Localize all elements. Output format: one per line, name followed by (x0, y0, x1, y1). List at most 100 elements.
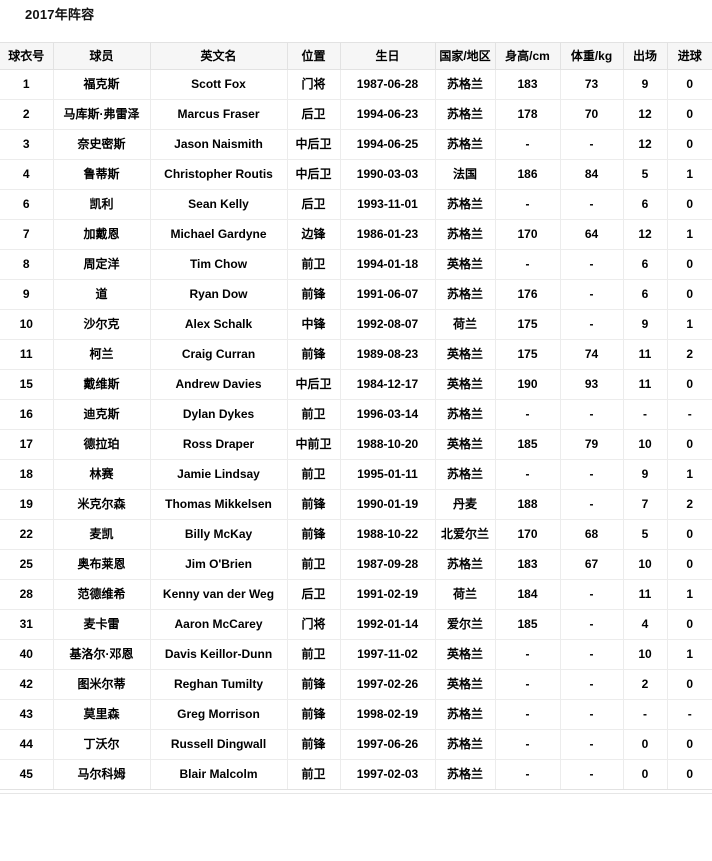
cell-birthday: 1992-08-07 (340, 309, 436, 340)
cell-apps: 10 (623, 639, 668, 670)
cell-apps: - (623, 699, 668, 730)
column-header-name-en: 英文名 (150, 42, 288, 70)
cell-birthday: 1987-06-28 (340, 69, 436, 100)
cell-country: 丹麦 (435, 489, 496, 520)
cell-country: 苏格兰 (435, 459, 496, 490)
cell-number: 7 (0, 219, 54, 250)
cell-goals: 0 (667, 519, 712, 550)
cell-name_cn: 范德维希 (53, 579, 151, 610)
cell-birthday: 1997-11-02 (340, 639, 436, 670)
cell-number: 44 (0, 729, 54, 760)
table-row: 4 鲁蒂斯 Christopher Routis 中后卫 1990-03-03 法国 186… (0, 159, 712, 190)
cell-position: 中锋 (287, 309, 341, 340)
cell-position: 后卫 (287, 579, 341, 610)
table-row: 10 沙尔克 Alex Schalk 中锋 1992-08-07 荷兰 175-9 1 (0, 309, 712, 340)
cell-position: 后卫 (287, 189, 341, 220)
cell-apps: 0 (623, 729, 668, 760)
cell-name_en: Kenny van der Weg (150, 579, 288, 610)
cell-country: 苏格兰 (435, 279, 496, 310)
cell-goals: 1 (667, 159, 712, 190)
table-row: 11 柯兰 Craig Curran 前锋 1989-08-23 英格兰 175 74 11 2 (0, 339, 712, 370)
cell-name_cn: 沙尔克 (53, 309, 151, 340)
column-header-weight: 体重/kg (560, 42, 624, 70)
cell-weight: - (560, 609, 624, 640)
cell-country: 英格兰 (435, 249, 496, 280)
cell-goals: 1 (667, 459, 712, 490)
roster-table-container: 球衣号 球员 英文名 位置 生日 国家/地区 身高/cm 体重/kg 出场 进球… (0, 42, 712, 790)
cell-name_en: Michael Gardyne (150, 219, 288, 250)
cell-position: 门将 (287, 69, 341, 100)
cell-birthday: 1994-06-23 (340, 99, 436, 130)
cell-weight: - (560, 759, 624, 790)
cell-name_en: Ross Draper (150, 429, 288, 460)
cell-country: 荷兰 (435, 579, 496, 610)
cell-name_cn: 福克斯 (53, 69, 151, 100)
cell-number: 22 (0, 519, 54, 550)
cell-apps: 9 (623, 309, 668, 340)
cell-height: - (495, 459, 561, 490)
cell-name_cn: 米克尔森 (53, 489, 151, 520)
cell-weight: - (560, 729, 624, 760)
cell-name_cn: 迪克斯 (53, 399, 151, 430)
bottom-divider (0, 793, 712, 794)
cell-weight: - (560, 309, 624, 340)
cell-birthday: 1990-03-03 (340, 159, 436, 190)
cell-height: 178 (495, 99, 561, 130)
cell-weight: - (560, 579, 624, 610)
cell-apps: 7 (623, 489, 668, 520)
cell-country: 苏格兰 (435, 549, 496, 580)
cell-name_cn: 柯兰 (53, 339, 151, 370)
table-row: 9 道 Ryan Dow 前锋 1991-06-07 苏格兰 176-6 0 (0, 279, 712, 310)
cell-name_en: Davis Keillor-Dunn (150, 639, 288, 670)
cell-goals: 2 (667, 339, 712, 370)
cell-apps: 10 (623, 429, 668, 460)
cell-apps: 9 (623, 459, 668, 490)
cell-name_cn: 麦凯 (53, 519, 151, 550)
table-body: 1 福克斯 Scott Fox 门将 1987-06-28 苏格兰 183 73 9 0 2 马库斯·… (0, 69, 712, 790)
cell-position: 前卫 (287, 759, 341, 790)
cell-name_en: Thomas Mikkelsen (150, 489, 288, 520)
cell-birthday: 1988-10-22 (340, 519, 436, 550)
cell-name_en: Jamie Lindsay (150, 459, 288, 490)
table-row: 7 加戴恩 Michael Gardyne 边锋 1986-01-23 苏格兰 170 64 1… (0, 219, 712, 250)
cell-name_en: Andrew Davies (150, 369, 288, 400)
cell-weight: 74 (560, 339, 624, 370)
cell-birthday: 1990-01-19 (340, 489, 436, 520)
cell-name_en: Jim O'Brien (150, 549, 288, 580)
cell-weight: 73 (560, 69, 624, 100)
cell-goals: 1 (667, 219, 712, 250)
cell-name_cn: 凯利 (53, 189, 151, 220)
cell-position: 前卫 (287, 549, 341, 580)
cell-position: 前锋 (287, 669, 341, 700)
cell-height: - (495, 639, 561, 670)
cell-goals: 0 (667, 249, 712, 280)
cell-birthday: 1991-06-07 (340, 279, 436, 310)
cell-height: 176 (495, 279, 561, 310)
cell-country: 爱尔兰 (435, 609, 496, 640)
cell-position: 前锋 (287, 489, 341, 520)
column-header-goals: 进球 (667, 42, 712, 70)
cell-birthday: 1996-03-14 (340, 399, 436, 430)
cell-apps: 5 (623, 519, 668, 550)
column-header-name-cn: 球员 (53, 42, 151, 70)
table-row: 15 戴维斯 Andrew Davies 中后卫 1984-12-17 英格兰 190 93 1… (0, 369, 712, 400)
cell-apps: 0 (623, 759, 668, 790)
cell-position: 中后卫 (287, 129, 341, 160)
cell-number: 42 (0, 669, 54, 700)
cell-birthday: 1989-08-23 (340, 339, 436, 370)
table-row: 22 麦凯 Billy McKay 前锋 1988-10-22 北爱尔兰 170 68 5 0 (0, 519, 712, 550)
cell-weight: - (560, 699, 624, 730)
table-row: 25 奥布莱恩 Jim O'Brien 前卫 1987-09-28 苏格兰 183 67 10 0 (0, 549, 712, 580)
cell-number: 8 (0, 249, 54, 280)
cell-number: 4 (0, 159, 54, 190)
cell-birthday: 1988-10-20 (340, 429, 436, 460)
cell-number: 31 (0, 609, 54, 640)
cell-birthday: 1997-02-03 (340, 759, 436, 790)
cell-apps: 2 (623, 669, 668, 700)
cell-goals: 0 (667, 759, 712, 790)
cell-height: 183 (495, 549, 561, 580)
cell-position: 门将 (287, 609, 341, 640)
cell-height: 170 (495, 219, 561, 250)
cell-apps: 6 (623, 189, 668, 220)
cell-position: 边锋 (287, 219, 341, 250)
